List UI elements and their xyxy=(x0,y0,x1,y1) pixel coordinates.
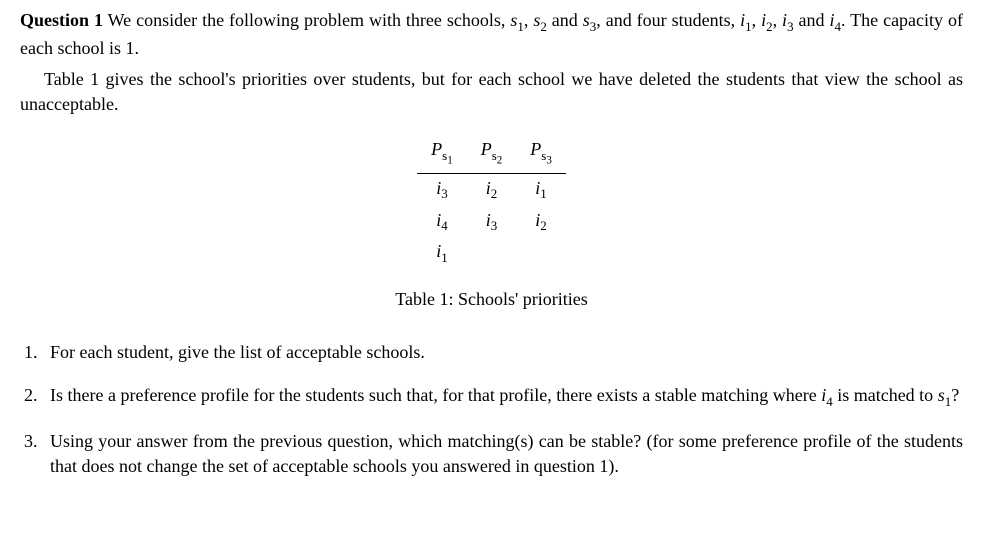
table-row: i1 xyxy=(417,237,566,269)
table-header-1: Ps1 xyxy=(417,135,467,173)
questions-list: For each student, give the list of accep… xyxy=(20,340,963,479)
intro-text-2: , and four students, xyxy=(596,10,740,30)
student-1: i1 xyxy=(740,10,752,30)
table-row: i4 i3 i2 xyxy=(417,206,566,238)
q2-s1: s1 xyxy=(938,385,952,405)
question-item-1: For each student, give the list of accep… xyxy=(20,340,963,365)
school-3: s3 xyxy=(583,10,597,30)
student-3: i3 xyxy=(782,10,794,30)
question-item-2: Is there a preference profile for the st… xyxy=(20,383,963,411)
question-item-3: Using your answer from the previous ques… xyxy=(20,429,963,479)
question-label: Question 1 xyxy=(20,10,103,30)
table-caption: Table 1: Schools' priorities xyxy=(20,287,963,312)
priorities-table: Ps1 Ps2 Ps3 i3 i2 i1 i4 i3 i2 i1 xyxy=(417,135,566,269)
school-1: s1 xyxy=(510,10,524,30)
intro-paragraph: Question 1 We consider the following pro… xyxy=(20,8,963,61)
table-container: Ps1 Ps2 Ps3 i3 i2 i1 i4 i3 i2 i1 Table 1… xyxy=(20,135,963,312)
table-header-3: Ps3 xyxy=(516,135,566,173)
second-paragraph: Table 1 gives the school's priorities ov… xyxy=(20,67,963,117)
student-4: i4 xyxy=(829,10,841,30)
intro-text-1: We consider the following problem with t… xyxy=(103,10,510,30)
table-header-2: Ps2 xyxy=(467,135,517,173)
table-row: i3 i2 i1 xyxy=(417,173,566,205)
q2-i4: i4 xyxy=(821,385,833,405)
school-2: s2 xyxy=(533,10,547,30)
student-2: i2 xyxy=(761,10,773,30)
